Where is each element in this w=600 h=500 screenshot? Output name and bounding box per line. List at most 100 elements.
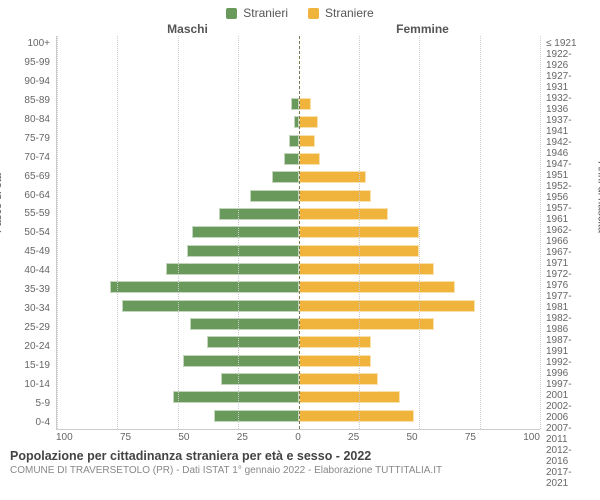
y-axis-left: 100+95-9990-9485-8980-8475-7970-7465-696… — [8, 36, 56, 430]
y-tick-age: 95-99 — [8, 57, 50, 68]
x-axis: 1007550250255075100 — [0, 430, 600, 443]
bar-female — [299, 318, 434, 330]
y-tick-age: 25-29 — [8, 322, 50, 333]
bar-female — [299, 98, 311, 110]
plot-area — [56, 36, 540, 430]
bar-male — [219, 208, 299, 220]
gridline — [178, 36, 179, 429]
bar-male — [221, 373, 298, 385]
bar-female — [299, 190, 371, 202]
y-tick-age: 0-4 — [8, 417, 50, 428]
bar-female — [299, 208, 388, 220]
y-tick-age: 10-14 — [8, 379, 50, 390]
bar-female — [299, 135, 316, 147]
y-tick-age: 85-89 — [8, 95, 50, 106]
bar-female — [299, 391, 400, 403]
y-tick-birth: 1937-1941 — [546, 115, 592, 137]
y-tick-birth: 1997-2001 — [546, 379, 592, 401]
y-tick-age: 50-54 — [8, 227, 50, 238]
x-tick: 50 — [178, 432, 189, 443]
y-tick-birth: ≤ 1921 — [546, 38, 592, 49]
bar-male — [190, 318, 299, 330]
column-headers: Maschi Femmine — [0, 22, 600, 36]
y-tick-age: 65-69 — [8, 171, 50, 182]
chart-footer: Popolazione per cittadinanza straniera p… — [0, 443, 600, 476]
y-tick-age: 20-24 — [8, 341, 50, 352]
chart-subtitle: COMUNE DI TRAVERSETOLO (PR) - Dati ISTAT… — [10, 463, 590, 476]
bar-male — [272, 171, 299, 183]
y-tick-age: 30-34 — [8, 303, 50, 314]
header-female: Femmine — [305, 22, 540, 36]
x-tick: 100 — [56, 432, 73, 443]
y-tick-birth: 2002-2006 — [546, 401, 592, 423]
legend: Stranieri Straniere — [0, 0, 600, 22]
bar-female — [299, 300, 475, 312]
y-tick-age: 90-94 — [8, 76, 50, 87]
bar-male — [166, 263, 299, 275]
gridline — [238, 36, 239, 429]
bar-male — [214, 410, 299, 422]
y-tick-age: 15-19 — [8, 360, 50, 371]
bar-female — [299, 153, 321, 165]
gridline — [57, 36, 58, 429]
y-tick-age: 5-9 — [8, 398, 50, 409]
y-tick-age: 55-59 — [8, 208, 50, 219]
y-axis-title-left: Fasce di età — [0, 173, 4, 233]
bar-male — [192, 226, 298, 238]
bar-female — [299, 263, 434, 275]
bar-male — [284, 153, 298, 165]
y-tick-birth: 1922-1926 — [546, 49, 592, 71]
bar-male — [289, 135, 299, 147]
bar-female — [299, 116, 318, 128]
y-axis-title-right: Anni di nascita — [596, 161, 600, 233]
gridline — [480, 36, 481, 429]
legend-item-female: Straniere — [308, 6, 374, 20]
y-tick-birth: 1972-1976 — [546, 269, 592, 291]
bar-female — [299, 355, 371, 367]
legend-label-female: Straniere — [325, 6, 374, 20]
bar-male — [291, 98, 298, 110]
y-tick-age: 70-74 — [8, 152, 50, 163]
y-tick-birth: 1992-1996 — [546, 357, 592, 379]
chart-area: Fasce di età Anni di nascita 100+ 95-99 90… — [0, 36, 600, 430]
y-tick-age: 45-49 — [8, 246, 50, 257]
y-tick-age: 100+ — [8, 38, 50, 49]
y-tick-birth: 1962-1966 — [546, 225, 592, 247]
y-tick-birth: 1932-1936 — [546, 93, 592, 115]
x-tick: 25 — [237, 432, 248, 443]
y-tick-birth: 1927-1931 — [546, 71, 592, 93]
y-tick-birth: 1982-1986 — [546, 313, 592, 335]
y-tick-birth: 2012-2016 — [546, 445, 592, 467]
y-tick-birth: 1987-1991 — [546, 335, 592, 357]
y-tick-birth: 1947-1951 — [546, 159, 592, 181]
legend-swatch-female — [308, 8, 319, 19]
x-tick: 25 — [348, 432, 359, 443]
y-tick-age: 80-84 — [8, 114, 50, 125]
x-tick: 75 — [465, 432, 476, 443]
gridline — [359, 36, 360, 429]
legend-swatch-male — [226, 8, 237, 19]
legend-label-male: Stranieri — [243, 6, 288, 20]
y-tick-birth: 1942-1946 — [546, 137, 592, 159]
bar-male — [110, 281, 298, 293]
bar-female — [299, 373, 379, 385]
bar-male — [250, 190, 298, 202]
y-tick-birth: 2007-2011 — [546, 423, 592, 445]
y-tick-age: 35-39 — [8, 284, 50, 295]
y-tick-birth: 1977-1981 — [546, 291, 592, 313]
bar-female — [299, 410, 415, 422]
bar-female — [299, 171, 367, 183]
bar-female — [299, 281, 456, 293]
bar-female — [299, 336, 371, 348]
x-tick: 100 — [523, 432, 540, 443]
gridline — [419, 36, 420, 429]
bar-male — [173, 391, 299, 403]
y-tick-age: 75-79 — [8, 133, 50, 144]
y-tick-birth: 1952-1956 — [546, 181, 592, 203]
x-tick: 75 — [120, 432, 131, 443]
bar-male — [187, 245, 298, 257]
chart-title: Popolazione per cittadinanza straniera p… — [10, 449, 590, 463]
gridline — [540, 36, 541, 429]
bar-male — [122, 300, 298, 312]
bar-male — [207, 336, 299, 348]
